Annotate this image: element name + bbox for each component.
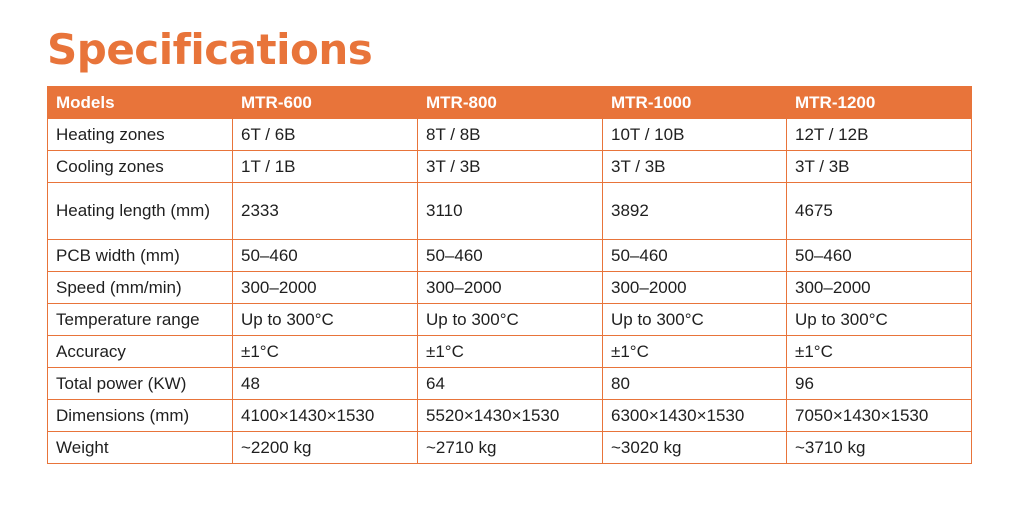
table-cell: 300–2000	[232, 271, 418, 304]
header-mtr-1000: MTR-1000	[602, 86, 787, 119]
row-label-heating-zones: Heating zones	[47, 118, 233, 151]
table-cell: 96	[786, 367, 972, 400]
table-cell: 6300×1430×1530	[602, 399, 787, 432]
table-header-row: Models MTR-600 MTR-800 MTR-1000 MTR-1200	[47, 86, 972, 119]
table-row: Dimensions (mm) 4100×1430×1530 5520×1430…	[47, 399, 972, 432]
table-cell: Up to 300°C	[232, 303, 418, 336]
table-cell: ±1°C	[417, 335, 603, 368]
table-cell: 4100×1430×1530	[232, 399, 418, 432]
row-label-heating-length: Heating length (mm)	[47, 182, 233, 240]
table-cell: ~3710 kg	[786, 431, 972, 464]
row-label-total-power: Total power (KW)	[47, 367, 233, 400]
table-cell: 7050×1430×1530	[786, 399, 972, 432]
table-cell: 300–2000	[602, 271, 787, 304]
table-cell: Up to 300°C	[786, 303, 972, 336]
table-row: Accuracy ±1°C ±1°C ±1°C ±1°C	[47, 335, 972, 368]
table-cell: 10T / 10B	[602, 118, 787, 151]
table-cell: ±1°C	[786, 335, 972, 368]
table-cell: 300–2000	[417, 271, 603, 304]
table-cell: ~2200 kg	[232, 431, 418, 464]
table-cell: 50–460	[417, 239, 603, 272]
table-row: PCB width (mm) 50–460 50–460 50–460 50–4…	[47, 239, 972, 272]
row-label-speed: Speed (mm/min)	[47, 271, 233, 304]
table-cell: 3T / 3B	[786, 150, 972, 183]
page-title: Specifications	[47, 25, 373, 74]
table-cell: 50–460	[786, 239, 972, 272]
row-label-temperature-range: Temperature range	[47, 303, 233, 336]
row-label-dimensions: Dimensions (mm)	[47, 399, 233, 432]
table-cell: 3892	[602, 182, 787, 240]
table-row: Weight ~2200 kg ~2710 kg ~3020 kg ~3710 …	[47, 431, 972, 464]
table-cell: 3110	[417, 182, 603, 240]
table-row: Speed (mm/min) 300–2000 300–2000 300–200…	[47, 271, 972, 304]
table-cell: 5520×1430×1530	[417, 399, 603, 432]
table-cell: Up to 300°C	[602, 303, 787, 336]
header-mtr-800: MTR-800	[417, 86, 603, 119]
table-cell: ~2710 kg	[417, 431, 603, 464]
table-cell: 3T / 3B	[602, 150, 787, 183]
row-label-accuracy: Accuracy	[47, 335, 233, 368]
table-row: Cooling zones 1T / 1B 3T / 3B 3T / 3B 3T…	[47, 150, 972, 183]
table-cell: 12T / 12B	[786, 118, 972, 151]
table-cell: 300–2000	[786, 271, 972, 304]
table-cell: 2333	[232, 182, 418, 240]
row-label-weight: Weight	[47, 431, 233, 464]
table-cell: 4675	[786, 182, 972, 240]
row-label-cooling-zones: Cooling zones	[47, 150, 233, 183]
table-cell: ~3020 kg	[602, 431, 787, 464]
table-cell: 50–460	[232, 239, 418, 272]
header-models: Models	[47, 86, 233, 119]
row-label-pcb-width: PCB width (mm)	[47, 239, 233, 272]
header-mtr-1200: MTR-1200	[786, 86, 972, 119]
header-mtr-600: MTR-600	[232, 86, 418, 119]
table-cell: 3T / 3B	[417, 150, 603, 183]
table-cell: 64	[417, 367, 603, 400]
table-cell: ±1°C	[232, 335, 418, 368]
table-row: Heating zones 6T / 6B 8T / 8B 10T / 10B …	[47, 118, 972, 151]
table-cell: 8T / 8B	[417, 118, 603, 151]
table-cell: Up to 300°C	[417, 303, 603, 336]
table-cell: 6T / 6B	[232, 118, 418, 151]
table-row: Heating length (mm) 2333 3110 3892 4675	[47, 182, 972, 240]
specifications-table: Models MTR-600 MTR-800 MTR-1000 MTR-1200…	[47, 86, 972, 464]
table-cell: 50–460	[602, 239, 787, 272]
table-cell: 1T / 1B	[232, 150, 418, 183]
table-cell: ±1°C	[602, 335, 787, 368]
table-cell: 80	[602, 367, 787, 400]
table-cell: 48	[232, 367, 418, 400]
table-row: Temperature range Up to 300°C Up to 300°…	[47, 303, 972, 336]
table-row: Total power (KW) 48 64 80 96	[47, 367, 972, 400]
